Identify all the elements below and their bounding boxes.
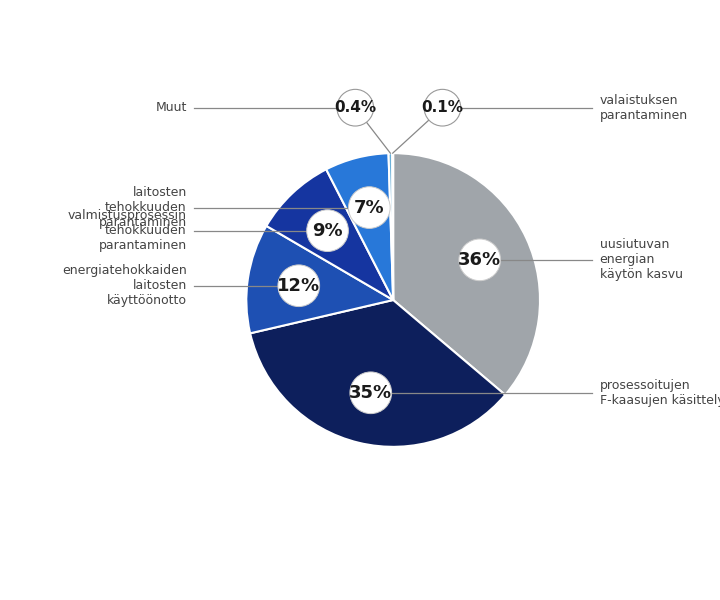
Text: energiatehokkaiden
laitosten
käyttöönotto: energiatehokkaiden laitosten käyttöönott… (62, 264, 186, 307)
Text: uusiutuvan
energian
käytön kasvu: uusiutuvan energian käytön kasvu (600, 238, 683, 281)
Wedge shape (250, 300, 505, 447)
Text: 0.1%: 0.1% (421, 100, 464, 115)
Text: 36%: 36% (458, 251, 501, 269)
Wedge shape (393, 153, 540, 395)
Text: 35%: 35% (349, 384, 392, 402)
Text: laitosten
tehokkuuden
parantaminen: laitosten tehokkuuden parantaminen (99, 186, 186, 229)
Text: 0.4%: 0.4% (334, 100, 377, 115)
Text: valmistusprosessin
tehokkuuden
parantaminen: valmistusprosessin tehokkuuden parantami… (68, 209, 186, 252)
Circle shape (424, 89, 461, 126)
Circle shape (348, 187, 390, 229)
Wedge shape (326, 153, 393, 300)
Text: valaistuksen
parantaminen: valaistuksen parantaminen (600, 94, 688, 122)
Text: prosessoitujen
F-kaasujen käsittely: prosessoitujen F-kaasujen käsittely (600, 379, 720, 407)
Text: Muut: Muut (156, 101, 186, 114)
Wedge shape (246, 226, 393, 334)
Text: 9%: 9% (312, 221, 343, 239)
Text: 7%: 7% (354, 199, 384, 217)
Circle shape (337, 89, 374, 126)
Wedge shape (392, 153, 393, 300)
Circle shape (307, 210, 348, 251)
Text: 12%: 12% (277, 277, 320, 295)
Circle shape (350, 372, 392, 413)
Wedge shape (266, 169, 393, 300)
Wedge shape (389, 153, 393, 300)
Circle shape (278, 265, 320, 307)
Circle shape (459, 239, 500, 281)
